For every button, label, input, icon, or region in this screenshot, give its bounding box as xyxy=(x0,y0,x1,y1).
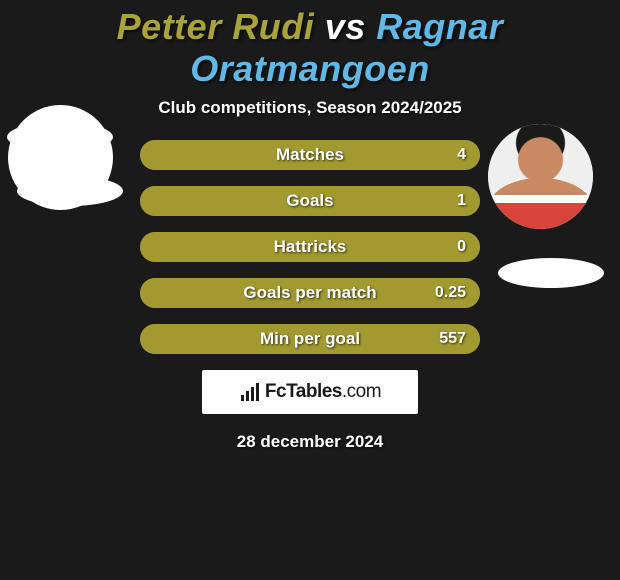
stat-bar-value-right: 557 xyxy=(439,324,466,354)
brand-name: FcTables xyxy=(265,381,342,402)
footer-date: 28 december 2024 xyxy=(0,432,620,452)
stat-bar-label: Goals per match xyxy=(140,278,480,308)
chart-icon xyxy=(239,381,261,403)
stat-bar: Matches4 xyxy=(140,140,480,170)
decoration-ellipse xyxy=(7,122,113,152)
stat-bar: Goals1 xyxy=(140,186,480,216)
brand-text: FcTables.com xyxy=(265,381,381,403)
avatar-player2-image xyxy=(488,124,593,229)
stat-bar-value-right: 4 xyxy=(457,140,466,170)
stat-bar-value-right: 1 xyxy=(457,186,466,216)
brand-domain: .com xyxy=(342,381,381,402)
decoration-ellipse xyxy=(498,258,604,288)
page-title: Petter Rudi vs Ragnar Oratmangoen xyxy=(0,6,620,98)
stat-bar-label: Matches xyxy=(140,140,480,170)
subtitle: Club competitions, Season 2024/2025 xyxy=(0,98,620,118)
title-vs: vs xyxy=(325,6,366,47)
stat-bar-label: Goals xyxy=(140,186,480,216)
stat-bar: Goals per match0.25 xyxy=(140,278,480,308)
stat-bar: Min per goal557 xyxy=(140,324,480,354)
stat-bar: Hattricks0 xyxy=(140,232,480,262)
brand-box[interactable]: FcTables.com xyxy=(202,370,418,414)
stat-bar-value-right: 0.25 xyxy=(435,278,466,308)
stat-bar-value-right: 0 xyxy=(457,232,466,262)
stat-bar-label: Hattricks xyxy=(140,232,480,262)
title-player1: Petter Rudi xyxy=(117,6,315,47)
avatar-player2 xyxy=(488,124,593,229)
stat-bars: Matches4Goals1Hattricks0Goals per match0… xyxy=(140,140,480,354)
decoration-ellipse xyxy=(17,176,123,206)
stat-bar-label: Min per goal xyxy=(140,324,480,354)
